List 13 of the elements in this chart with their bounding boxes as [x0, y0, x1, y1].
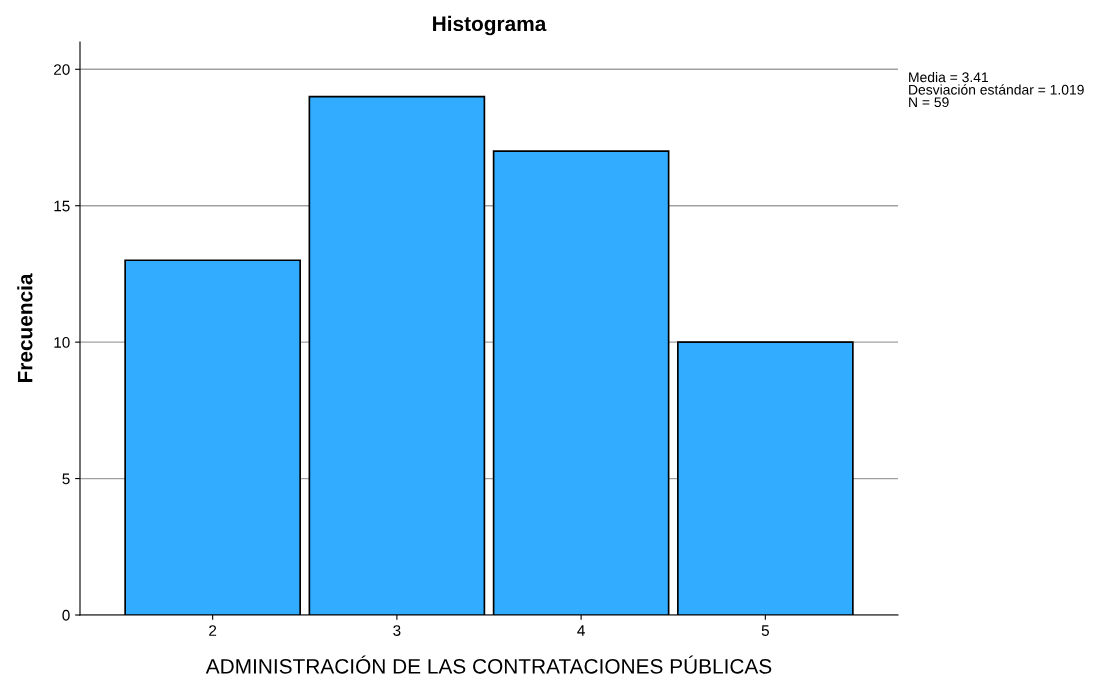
y-tick-label: 15 [54, 200, 70, 212]
x-axis-title: ADMINISTRACIÓN DE LAS CONTRATACIONES PÚBLICAS [205, 655, 772, 674]
chart-title: Histograma [433, 15, 547, 36]
x-tick-label: 2 [209, 625, 217, 636]
x-tick-label: 4 [577, 625, 585, 636]
y-tick-label: 0 [62, 609, 70, 621]
y-tick-label: 20 [54, 64, 70, 75]
text: Media = 3.41 Desviación estándar = 1.019 N = 59 [909, 72, 1084, 108]
y-axis-title: Frecuencia [17, 273, 33, 383]
x-tick-label: 5 [761, 625, 769, 636]
y-tick-label: 5 [62, 473, 70, 485]
y-tick-label: 10 [54, 337, 70, 348]
x-tick-label: 3 [393, 625, 401, 636]
